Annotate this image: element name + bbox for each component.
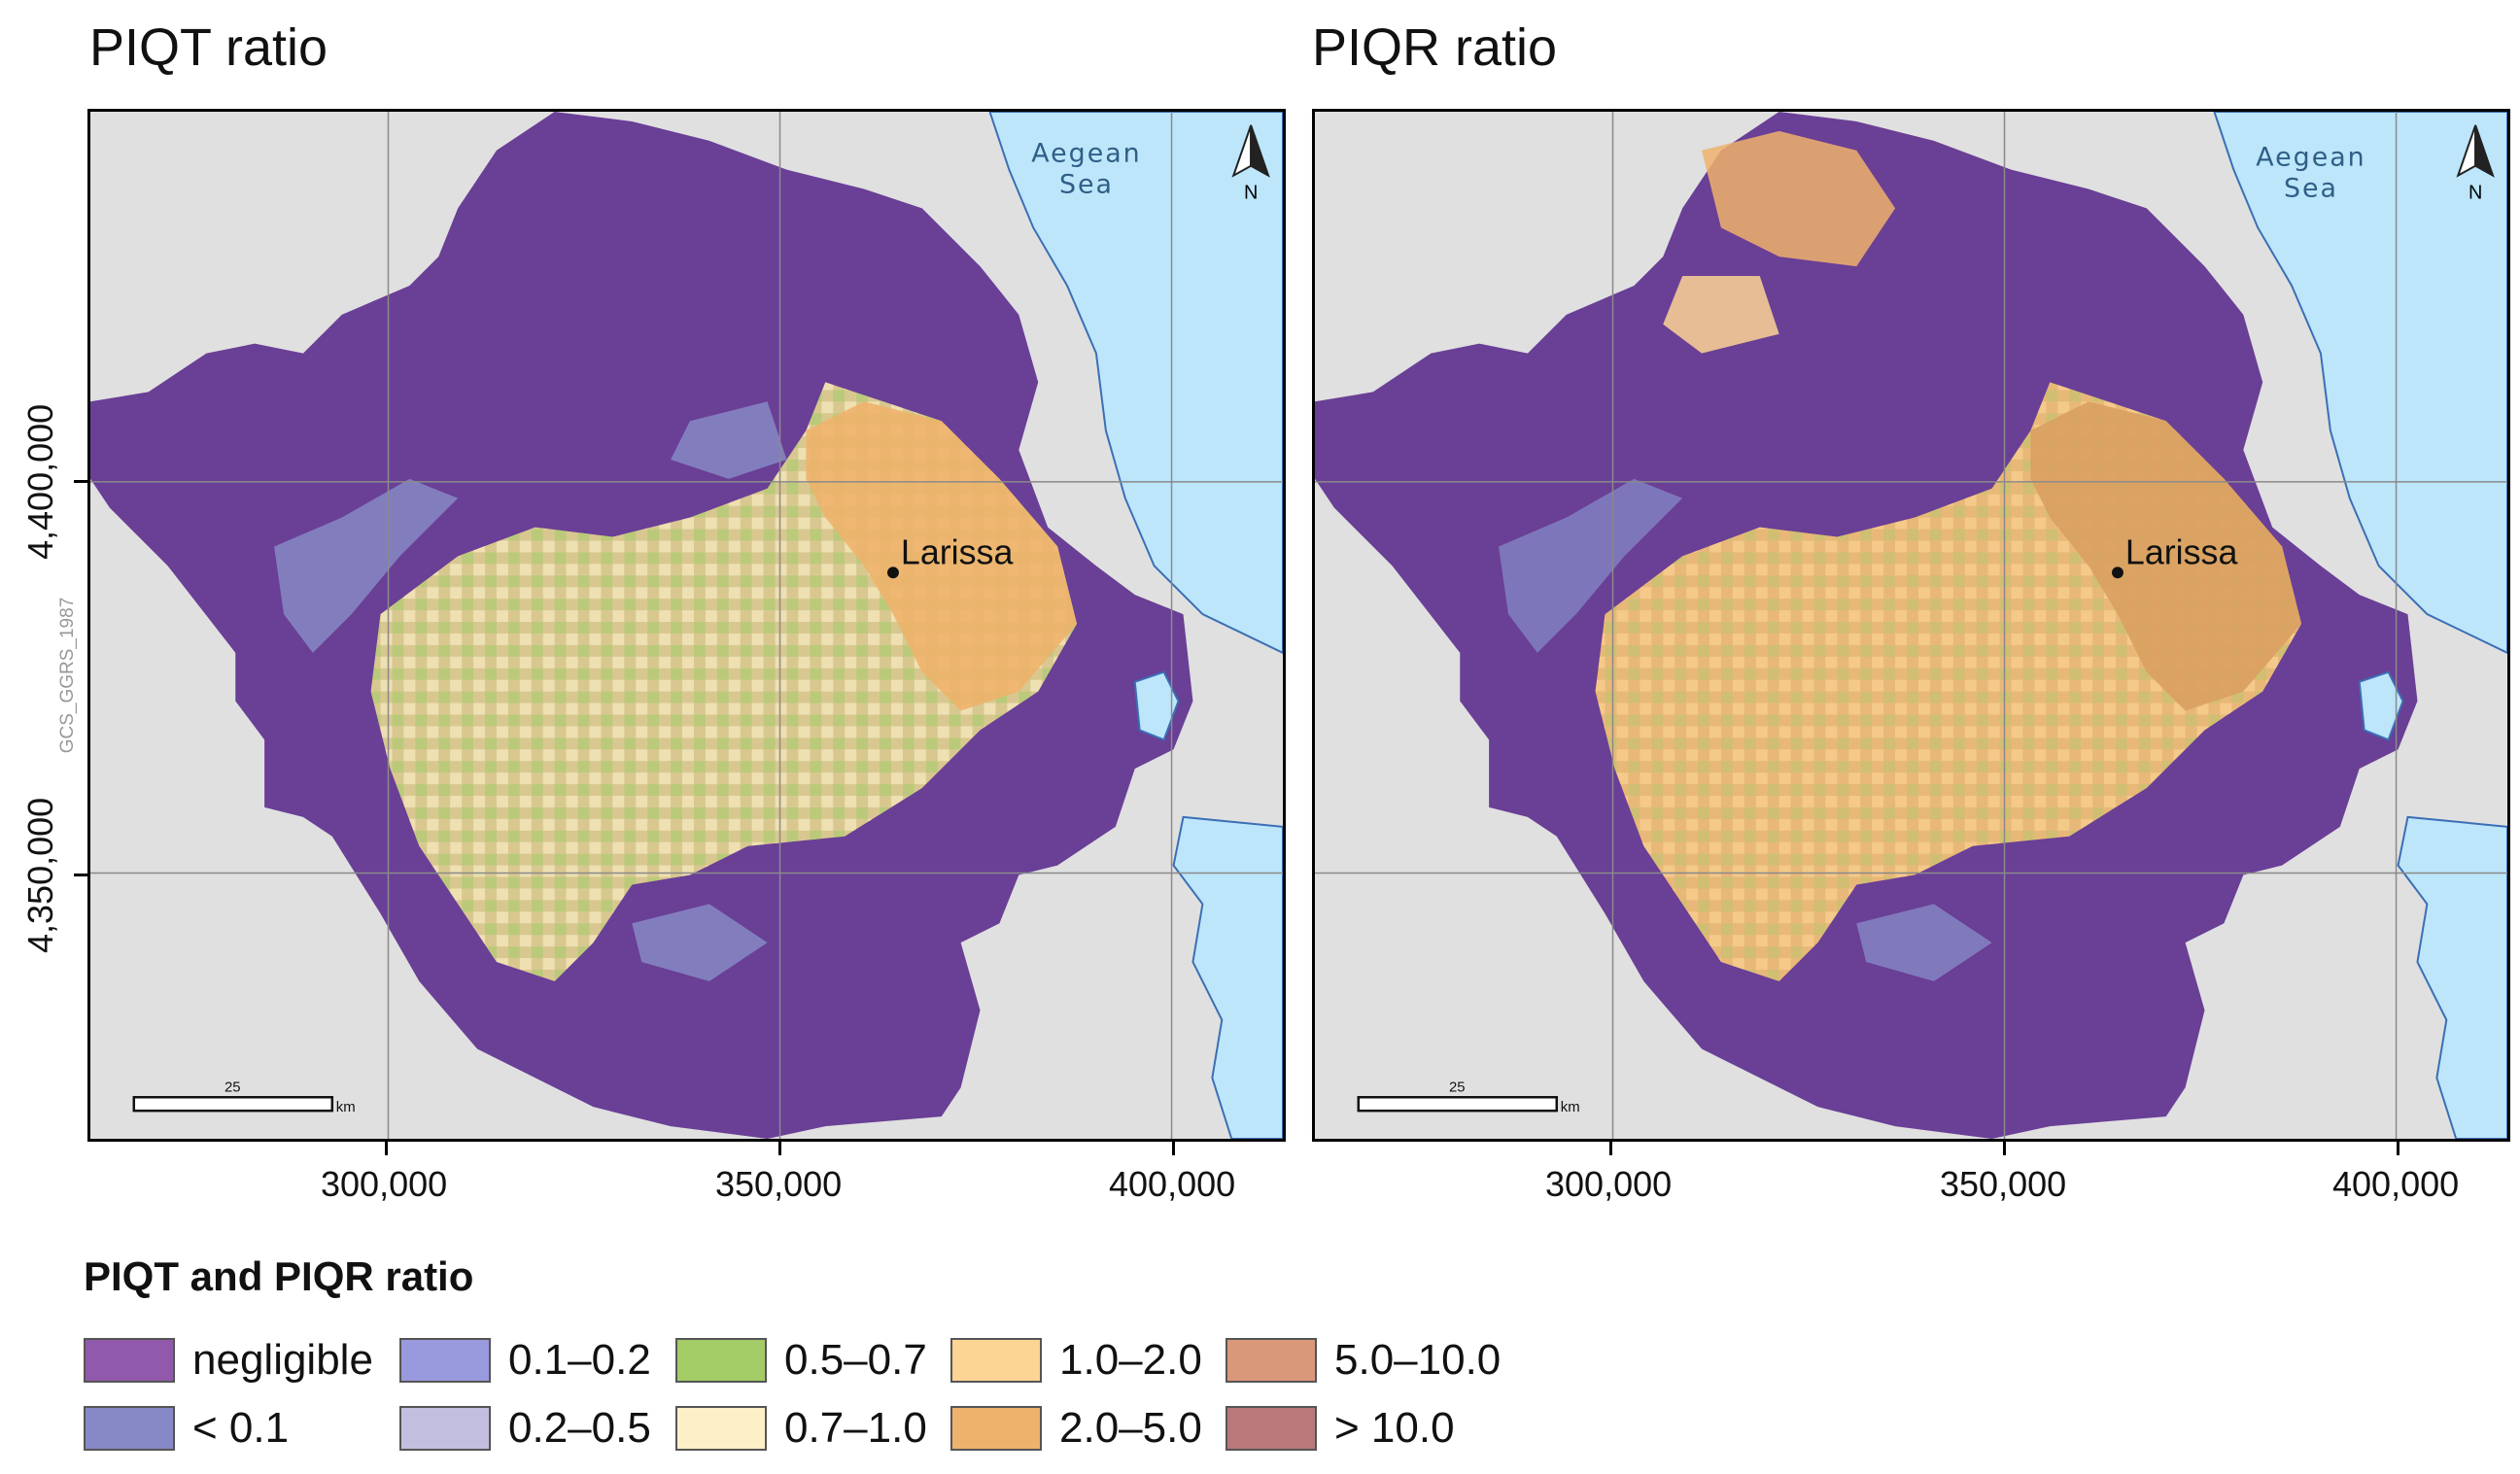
x-tick-label: 350,000 — [715, 1164, 843, 1204]
north-label: N — [2468, 182, 2482, 203]
legend-swatch — [399, 1338, 491, 1383]
legend-item-gt-10-0: > 10.0 — [1225, 1403, 1455, 1454]
north-arrow-icon: N — [1231, 124, 1270, 203]
legend-item-0-2-0-5: 0.2–0.5 — [399, 1403, 651, 1454]
legend-swatch — [950, 1406, 1042, 1451]
map-panel-piqt[interactable]: Aegean Sea N Larissa 25 km — [87, 109, 1286, 1142]
legend-swatch — [84, 1338, 175, 1383]
city-label: Larissa — [2125, 532, 2238, 571]
legend-label: 0.7–1.0 — [784, 1404, 927, 1452]
legend-item-1-0-2-0: 1.0–2.0 — [950, 1335, 1202, 1386]
sea-label-line2: Sea — [2284, 174, 2338, 204]
legend-swatch — [1225, 1338, 1317, 1383]
graticule — [1315, 112, 2507, 1139]
legend-swatch — [675, 1338, 767, 1383]
map-svg-piqr: Aegean Sea N Larissa 25 km — [1315, 112, 2507, 1139]
y-tick-label: 4,400,000 — [20, 403, 60, 560]
legend-swatch — [84, 1406, 175, 1451]
sea-label-line1: Aegean — [1031, 139, 1141, 169]
north-orange-area — [1663, 276, 1779, 354]
panel-title-piqt: PIQT ratio — [89, 18, 328, 77]
legend-label: 5.0–10.0 — [1334, 1336, 1502, 1384]
transition-belt — [274, 478, 459, 653]
sea-label-line1: Aegean — [2256, 143, 2365, 173]
city-marker-icon — [886, 566, 899, 579]
legend-title: PIQT and PIQR ratio — [84, 1253, 474, 1299]
scale-bar: 25 km — [132, 1079, 356, 1115]
legend-label: 1.0–2.0 — [1059, 1336, 1202, 1384]
legend-item-0-7-1-0: 0.7–1.0 — [675, 1403, 927, 1454]
y-tick-mark — [74, 480, 87, 483]
legend-swatch — [1225, 1406, 1317, 1451]
x-tick-mark — [1172, 1142, 1175, 1155]
x-tick-label: 400,000 — [2332, 1164, 2460, 1204]
north-label: N — [1244, 182, 1258, 203]
legend-item-negligible: negligible — [84, 1335, 373, 1386]
x-tick-mark — [1609, 1142, 1612, 1155]
city-label: Larissa — [901, 532, 1014, 571]
x-tick-label: 400,000 — [1109, 1164, 1236, 1204]
legend-swatch — [399, 1406, 491, 1451]
city-marker-icon — [2111, 566, 2123, 579]
x-tick-mark — [2003, 1142, 2006, 1155]
north-arrow-icon: N — [2456, 124, 2495, 203]
x-tick-mark — [385, 1142, 388, 1155]
legend-label: 0.1–0.2 — [508, 1336, 651, 1384]
x-tick-mark — [2397, 1142, 2399, 1155]
x-tick-mark — [778, 1142, 781, 1155]
scale-bar: 25 km — [1357, 1079, 1580, 1115]
east-high-ratio-area — [2030, 401, 2302, 711]
legend-label: < 0.1 — [192, 1404, 290, 1452]
x-tick-label: 300,000 — [321, 1164, 448, 1204]
map-svg-piqt: Aegean Sea N Larissa 25 km — [90, 112, 1283, 1139]
legend-label: negligible — [192, 1336, 373, 1384]
transition-belt — [632, 904, 768, 981]
sea-area-south — [1172, 815, 1283, 1139]
x-tick-label: 350,000 — [1940, 1164, 2067, 1204]
sea-area — [2213, 112, 2507, 654]
transition-belt — [671, 401, 787, 479]
panel-title-piqr: PIQR ratio — [1312, 18, 1558, 77]
sea-area — [988, 112, 1283, 654]
legend-item-2-0-5-0: 2.0–5.0 — [950, 1403, 1202, 1454]
x-tick-label: 300,000 — [1545, 1164, 1673, 1204]
map-panel-piqr[interactable]: Aegean Sea N Larissa 25 km — [1312, 109, 2510, 1142]
scale-value: 25 — [1449, 1079, 1466, 1095]
legend-item-lt-0-1: < 0.1 — [84, 1403, 289, 1454]
scale-unit: km — [336, 1099, 356, 1115]
scale-unit: km — [1561, 1099, 1580, 1115]
crs-label: GCS_GGRS_1987 — [57, 597, 78, 754]
legend-item-0-1-0-2: 0.1–0.2 — [399, 1335, 651, 1386]
legend-item-0-5-0-7: 0.5–0.7 — [675, 1335, 927, 1386]
east-high-ratio-area — [806, 401, 1078, 711]
legend-label: 0.2–0.5 — [508, 1404, 651, 1452]
y-tick-mark — [74, 874, 87, 876]
legend-item-5-0-10-0: 5.0–10.0 — [1225, 1335, 1501, 1386]
legend-swatch — [675, 1406, 767, 1451]
transition-belt — [1856, 904, 1992, 981]
legend-label: 0.5–0.7 — [784, 1336, 927, 1384]
transition-belt — [1499, 478, 1683, 653]
graticule — [90, 112, 1283, 1139]
north-orange-area — [1702, 130, 1896, 267]
legend-label: > 10.0 — [1334, 1404, 1455, 1452]
sea-label-line2: Sea — [1059, 170, 1114, 200]
scale-value: 25 — [224, 1079, 241, 1095]
legend-label: 2.0–5.0 — [1059, 1404, 1202, 1452]
sea-area-south — [2397, 815, 2507, 1139]
y-tick-label: 4,350,000 — [20, 797, 60, 953]
legend-swatch — [950, 1338, 1042, 1383]
